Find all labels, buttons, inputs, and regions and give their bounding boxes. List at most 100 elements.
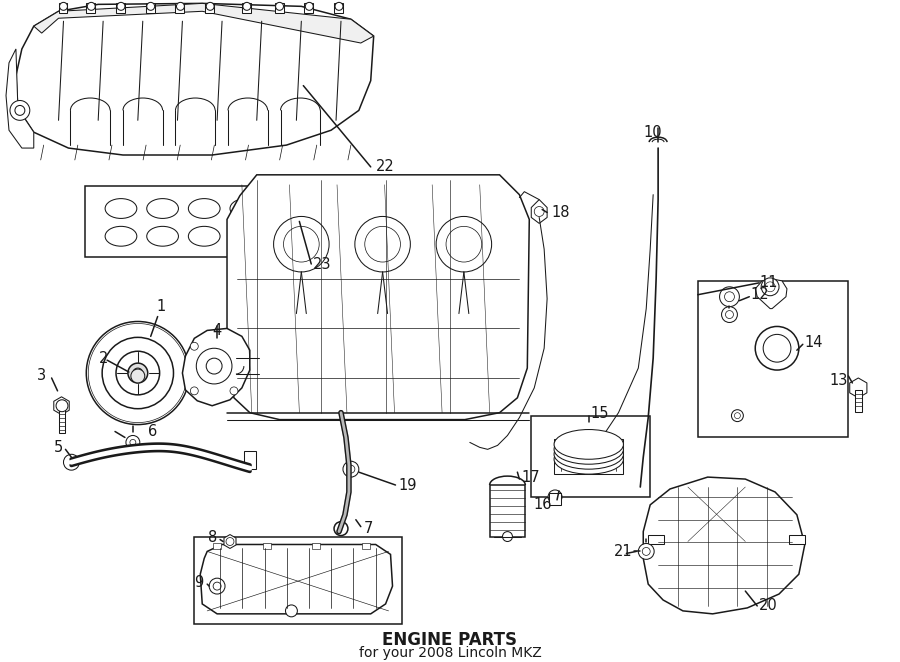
Bar: [242, 3, 251, 13]
Circle shape: [763, 334, 791, 362]
Polygon shape: [644, 477, 805, 614]
Circle shape: [335, 3, 343, 11]
Bar: [146, 3, 155, 13]
Bar: [531, 416, 650, 497]
Bar: [116, 3, 125, 13]
Ellipse shape: [272, 199, 303, 218]
Circle shape: [355, 216, 410, 272]
Circle shape: [638, 544, 654, 559]
Circle shape: [724, 292, 734, 302]
Text: 17: 17: [521, 469, 540, 485]
Text: 20: 20: [760, 598, 778, 614]
Bar: [698, 281, 849, 438]
Circle shape: [722, 307, 737, 322]
Polygon shape: [224, 535, 236, 548]
Ellipse shape: [188, 226, 220, 246]
Polygon shape: [54, 397, 69, 414]
Bar: [205, 3, 214, 13]
Circle shape: [94, 330, 182, 416]
Bar: [213, 544, 221, 549]
Circle shape: [190, 387, 198, 395]
Circle shape: [230, 387, 238, 395]
Ellipse shape: [554, 444, 624, 474]
Text: 2: 2: [98, 351, 108, 365]
Ellipse shape: [272, 226, 303, 246]
Circle shape: [190, 342, 198, 350]
Bar: [58, 3, 68, 13]
Circle shape: [56, 400, 68, 412]
Circle shape: [196, 348, 232, 384]
Text: 9: 9: [194, 575, 202, 590]
Circle shape: [535, 207, 544, 216]
Text: 13: 13: [829, 373, 848, 388]
Text: 21: 21: [614, 544, 633, 559]
Circle shape: [765, 282, 775, 292]
Text: for your 2008 Lincoln MKZ: for your 2008 Lincoln MKZ: [358, 645, 542, 659]
Circle shape: [305, 3, 313, 11]
Circle shape: [334, 522, 348, 536]
Bar: [549, 493, 561, 505]
Circle shape: [87, 3, 95, 11]
Circle shape: [130, 369, 145, 383]
Text: 11: 11: [760, 275, 778, 291]
Circle shape: [130, 440, 136, 446]
Text: 4: 4: [212, 324, 221, 338]
Bar: [789, 535, 805, 544]
Polygon shape: [531, 200, 547, 223]
Circle shape: [133, 368, 143, 378]
Circle shape: [502, 532, 512, 542]
Circle shape: [128, 363, 148, 383]
Circle shape: [206, 358, 222, 374]
Bar: [86, 3, 95, 13]
Bar: [362, 544, 370, 549]
Circle shape: [548, 490, 562, 504]
Text: 7: 7: [364, 521, 374, 536]
Circle shape: [102, 338, 174, 408]
Ellipse shape: [230, 199, 262, 218]
Bar: [244, 451, 256, 469]
Circle shape: [346, 465, 355, 473]
Circle shape: [86, 322, 189, 424]
Circle shape: [147, 3, 155, 11]
Ellipse shape: [147, 199, 178, 218]
Polygon shape: [201, 544, 392, 614]
Circle shape: [117, 3, 125, 11]
Bar: [490, 485, 526, 537]
Text: 1: 1: [156, 299, 166, 314]
Ellipse shape: [554, 430, 624, 459]
Circle shape: [285, 605, 297, 617]
Ellipse shape: [554, 434, 624, 464]
Ellipse shape: [147, 226, 178, 246]
Circle shape: [209, 578, 225, 594]
Circle shape: [116, 352, 159, 395]
Circle shape: [364, 226, 400, 262]
Polygon shape: [850, 378, 867, 398]
Circle shape: [436, 216, 491, 272]
Bar: [554, 440, 624, 474]
Circle shape: [274, 216, 329, 272]
Bar: [274, 3, 284, 13]
Circle shape: [725, 310, 734, 318]
Text: 5: 5: [54, 440, 63, 455]
Text: 12: 12: [751, 287, 769, 303]
Text: 23: 23: [313, 256, 332, 271]
Circle shape: [176, 3, 184, 11]
Ellipse shape: [105, 199, 137, 218]
Circle shape: [446, 226, 482, 262]
Bar: [304, 3, 313, 13]
Circle shape: [734, 412, 741, 418]
Bar: [194, 537, 402, 624]
Bar: [176, 3, 184, 13]
Ellipse shape: [230, 226, 262, 246]
Bar: [334, 3, 343, 13]
Circle shape: [64, 454, 79, 470]
Circle shape: [720, 287, 740, 307]
Circle shape: [15, 105, 25, 115]
Circle shape: [343, 461, 359, 477]
Ellipse shape: [554, 440, 624, 469]
Circle shape: [126, 436, 140, 449]
Circle shape: [275, 3, 284, 11]
Polygon shape: [6, 49, 34, 148]
Ellipse shape: [188, 199, 220, 218]
Bar: [263, 544, 271, 549]
